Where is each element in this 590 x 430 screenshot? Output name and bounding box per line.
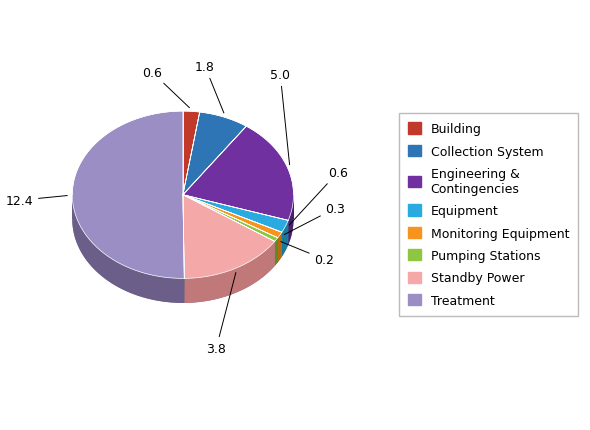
- Polygon shape: [183, 195, 278, 263]
- Polygon shape: [183, 127, 293, 221]
- Polygon shape: [183, 195, 282, 238]
- Polygon shape: [183, 195, 278, 263]
- Polygon shape: [183, 195, 275, 266]
- Polygon shape: [183, 113, 246, 195]
- Legend: Building, Collection System, Engineering &
Contingencies, Equipment, Monitoring : Building, Collection System, Engineering…: [399, 114, 578, 316]
- Polygon shape: [183, 195, 275, 266]
- Text: 0.6: 0.6: [289, 166, 348, 225]
- Polygon shape: [275, 238, 278, 266]
- Polygon shape: [73, 195, 183, 220]
- Polygon shape: [282, 221, 288, 257]
- Polygon shape: [183, 195, 282, 257]
- Polygon shape: [73, 112, 184, 279]
- Text: 12.4: 12.4: [5, 194, 67, 207]
- Polygon shape: [73, 195, 184, 303]
- Polygon shape: [183, 195, 278, 242]
- Text: 0.6: 0.6: [142, 66, 189, 108]
- Text: 1.8: 1.8: [195, 61, 224, 114]
- Polygon shape: [278, 233, 282, 263]
- Polygon shape: [183, 195, 293, 220]
- Polygon shape: [183, 195, 184, 303]
- Polygon shape: [73, 220, 293, 303]
- Polygon shape: [183, 195, 184, 303]
- Text: 0.3: 0.3: [284, 202, 346, 235]
- Text: 3.8: 3.8: [206, 273, 236, 355]
- Polygon shape: [184, 242, 275, 303]
- Polygon shape: [183, 195, 288, 246]
- Text: 0.2: 0.2: [281, 242, 335, 266]
- Polygon shape: [288, 195, 293, 246]
- Polygon shape: [183, 195, 275, 279]
- Polygon shape: [183, 112, 200, 195]
- Polygon shape: [183, 195, 288, 233]
- Text: 5.0: 5.0: [270, 69, 290, 166]
- Polygon shape: [183, 195, 282, 257]
- Polygon shape: [183, 195, 288, 246]
